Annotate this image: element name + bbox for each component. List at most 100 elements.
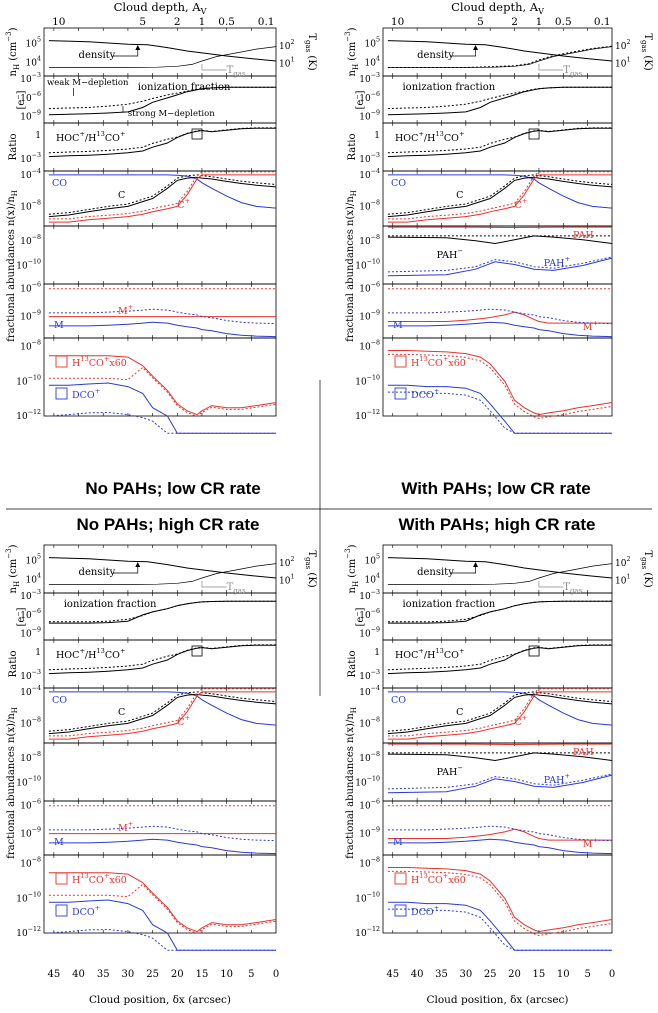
h13co-label: H13CO+x60	[72, 872, 127, 886]
dco-label: DCO+	[72, 387, 100, 401]
abund-tick-label: 10−6	[20, 282, 41, 295]
density-arrow	[451, 565, 476, 574]
top-tick-label: 10	[52, 16, 65, 28]
electron-tick-label: 10−6	[359, 91, 380, 104]
h13co-line-dotted	[48, 883, 277, 934]
tgas-axis-label: Tgas (K)	[304, 33, 317, 70]
abund-tick-label: 10−10	[355, 775, 380, 788]
top-tick-label: 0.5	[555, 16, 572, 28]
abund-tick-label: 10−8	[359, 716, 380, 729]
electron-line-weak	[48, 86, 276, 110]
ratio-axis-label: Ratio	[347, 651, 358, 678]
tgas-line	[387, 563, 613, 585]
cplus-line	[387, 174, 612, 223]
ratio-axis-label: Ratio	[8, 134, 19, 161]
ionization-fraction-label: ionization fraction	[402, 599, 495, 610]
bottom-tick-label: 35	[97, 969, 110, 980]
dco-label: DCO+	[72, 904, 100, 918]
abund-tick-label: 10−8	[20, 340, 41, 353]
pah-plus-line	[387, 774, 613, 794]
pah-plus-label: PAH+	[544, 772, 570, 786]
co-line	[48, 174, 277, 209]
top-axis-title: Cloud depth, AV	[114, 0, 207, 16]
abund-tick-label: 10−6	[359, 282, 380, 295]
ratio-marker	[191, 645, 203, 657]
bottom-axis-left: 45 40 35 30 25 20 15 10 5 0 Cloud position, δx (ar…	[48, 969, 280, 1006]
tgas-tick-label: 101	[279, 574, 294, 587]
abund-tick-label: 10−8	[20, 857, 41, 870]
bottom-tick-label: 5	[248, 969, 254, 980]
bottom-tick-label: 5	[584, 969, 590, 980]
abund-tick-label: 10−8	[20, 751, 41, 764]
top-axis-title: Cloud depth, AV	[451, 0, 544, 16]
abund-tick-label: 10−10	[16, 374, 41, 387]
density-line	[387, 40, 613, 62]
bottom-tick-label: 45	[48, 969, 61, 980]
top-tick-label: 10	[391, 16, 404, 28]
top-tick-label: 0.1	[258, 16, 275, 28]
bottom-tick-label: 40	[411, 969, 424, 980]
bottom-tick-label: 40	[72, 969, 85, 980]
h13co-label: H13CO+x60	[411, 355, 466, 369]
m-label: M	[393, 320, 403, 331]
dco-line-dotted	[387, 391, 612, 434]
h13co-marker	[394, 872, 407, 885]
pah-minus-label: PAH−	[437, 764, 463, 778]
pah-minus-line	[387, 235, 613, 245]
pah-plus-label: PAH+	[544, 255, 570, 269]
abund-tick-label: 10−12	[16, 926, 41, 939]
bottom-tick-label: 15	[196, 969, 209, 980]
h13co-line	[48, 355, 277, 416]
fractional-axis-label: fractional abundances n(x)/nH	[345, 190, 358, 342]
abund-tick-label: 10−8	[359, 340, 380, 353]
top-tick-label: 1	[199, 16, 206, 28]
hoc-ratio-label: HOC+/H13CO+	[395, 130, 465, 144]
tgas-arrow	[538, 581, 564, 588]
density-line	[48, 557, 277, 579]
m-line-dotted	[387, 825, 613, 842]
tgas-line	[48, 46, 277, 68]
tgas-line	[48, 563, 277, 585]
panel-frame	[43, 337, 277, 417]
c-line	[48, 176, 277, 218]
ratio-tick-label: 10−3	[20, 152, 41, 165]
ratio-axis-label: Ratio	[347, 134, 358, 161]
density-axis-label: nH (cm−3)	[344, 27, 360, 76]
pah-label: PAH	[573, 747, 594, 758]
ratio-marker	[191, 128, 203, 140]
tgas-tick-label: 102	[615, 39, 630, 52]
hoc-ratio-label: HOC+/H13CO+	[56, 130, 126, 144]
pah-label: PAH	[573, 230, 594, 241]
ionization-fraction-label: ionization fraction	[138, 82, 231, 93]
abund-tick-label: 10−12	[355, 409, 380, 422]
top-tick-label: 2	[174, 16, 181, 28]
tgas-label: Tgas	[227, 582, 246, 595]
density-line	[387, 557, 613, 579]
cplus-label: C+	[177, 714, 190, 728]
fractional-axis-label: fractional abundances n(x)/nH	[6, 190, 19, 342]
top-tick-label: 1	[536, 16, 543, 28]
abund-tick-label: 10−9	[359, 310, 380, 323]
panel-frame	[382, 800, 613, 856]
density-arrowhead	[473, 45, 479, 50]
ratio-tick-label: 1	[374, 648, 380, 658]
panel-frame	[382, 639, 613, 689]
tgas-tick-label: 101	[615, 574, 630, 587]
ionization-fraction-label: ionization fraction	[64, 599, 157, 610]
mplus-label: M+	[118, 303, 133, 317]
abund-tick-label: 10−4	[20, 168, 41, 181]
bottom-tick-label: 30	[459, 969, 472, 980]
electron-tick-label: 10−3	[359, 72, 380, 85]
co-label: CO	[391, 695, 406, 706]
density-label: density	[79, 567, 116, 578]
density-tick-label: 105	[26, 553, 41, 566]
cplus-line-dotted	[387, 688, 612, 737]
m-line-dotted	[48, 825, 277, 842]
co-line	[387, 691, 613, 726]
density-tick-label: 105	[365, 36, 380, 49]
ratio-tick-label: 1	[35, 131, 41, 141]
tgas-arrow	[538, 64, 564, 71]
h13co-line	[48, 872, 277, 933]
electron-tick-label: 10−9	[20, 627, 41, 640]
